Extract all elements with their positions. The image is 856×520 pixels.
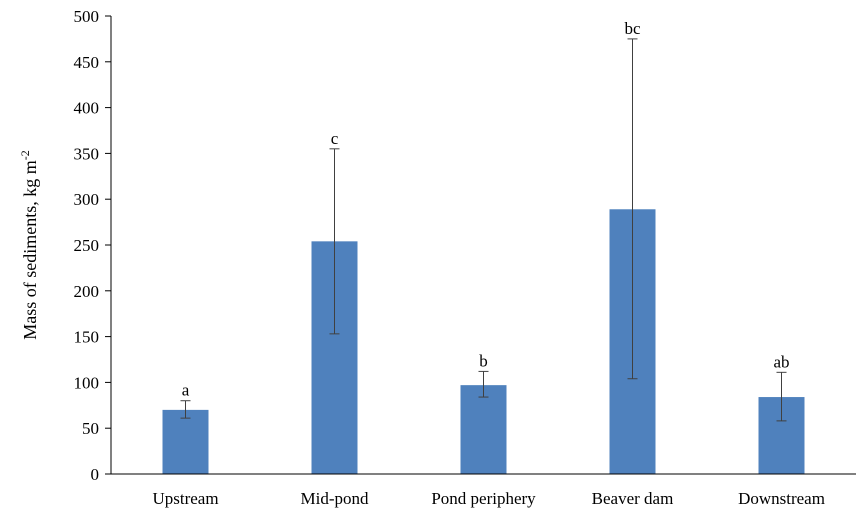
bar-pond-periphery xyxy=(460,385,507,474)
y-axis-title: Mass of sediments, kg m-2 xyxy=(18,150,40,340)
y-tick-label: 200 xyxy=(74,282,100,301)
y-axis-title-superscript: -2 xyxy=(18,150,32,160)
y-tick-label: 450 xyxy=(74,53,100,72)
y-tick-label: 300 xyxy=(74,190,100,209)
y-tick-label: 0 xyxy=(91,465,100,484)
y-axis-ticks: 0 50 100 150 200 250 300 350 400 450 500 xyxy=(74,7,111,484)
significance-label: bc xyxy=(624,19,641,38)
bar-upstream xyxy=(162,409,209,474)
y-tick-label: 500 xyxy=(74,7,100,26)
y-tick-label: 150 xyxy=(74,328,100,347)
y-tick-label: 100 xyxy=(74,373,100,392)
x-category-label: Beaver dam xyxy=(592,489,674,508)
bars xyxy=(162,209,805,474)
x-category-label: Downstream xyxy=(738,489,825,508)
x-category-label: Pond periphery xyxy=(431,489,536,508)
y-tick-label: 350 xyxy=(74,144,100,163)
significance-label: a xyxy=(182,381,190,400)
y-tick-label: 50 xyxy=(82,419,99,438)
significance-labels: a c b bc ab xyxy=(182,19,790,400)
x-category-label: Upstream xyxy=(152,489,218,508)
x-category-label: Mid-pond xyxy=(301,489,370,508)
y-tick-label: 400 xyxy=(74,99,100,118)
significance-label: b xyxy=(479,351,488,370)
y-tick-label: 250 xyxy=(74,236,100,255)
error-bars xyxy=(180,38,787,422)
x-axis-labels: Upstream Mid-pond Pond periphery Beaver dam… xyxy=(152,489,824,508)
significance-label: ab xyxy=(773,352,789,371)
significance-label: c xyxy=(331,129,339,148)
y-axis-title-text: Mass of sediments, kg m xyxy=(20,160,40,340)
